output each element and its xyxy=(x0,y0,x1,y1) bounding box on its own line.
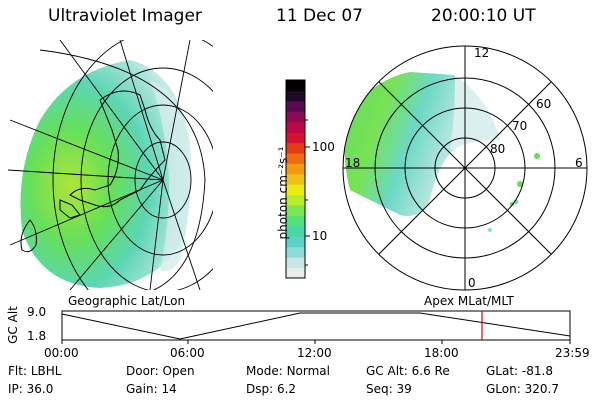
geo-plot-label: Geographic Lat/Lon xyxy=(68,294,186,308)
colorbar-band xyxy=(286,215,305,227)
altitude-xtick-0: 00:00 xyxy=(44,346,79,360)
colorbar-band xyxy=(286,121,305,133)
mlt-label-0: 0 xyxy=(468,276,476,290)
colorbar-band xyxy=(286,100,305,112)
info-seq: Seq: 39 xyxy=(366,382,412,396)
mlt-label-6: 6 xyxy=(575,156,583,170)
info-door: Door: Open xyxy=(126,364,195,378)
altitude-ytick-1: 1.8 xyxy=(27,329,47,343)
colorbar-band xyxy=(286,257,305,269)
mlat-label-60: 60 xyxy=(536,97,552,111)
time-label: 20:00:10 UT xyxy=(431,6,536,26)
colorbar-band xyxy=(286,236,305,248)
colorbar-band xyxy=(286,90,305,102)
colorbar-band xyxy=(286,132,305,144)
colorbar-band xyxy=(286,225,305,237)
instrument-title: Ultraviolet Imager xyxy=(48,6,202,26)
colorbar xyxy=(286,80,305,279)
colorbar-band xyxy=(286,142,305,154)
altitude-ylabel: GC Alt xyxy=(5,306,20,344)
colorbar-band xyxy=(286,152,305,164)
info-dsp: Dsp: 6.2 xyxy=(246,382,297,396)
mlat-label-70: 70 xyxy=(512,119,528,133)
altitude-xtick-18: 18:00 xyxy=(424,346,459,360)
mlt-label-12: 12 xyxy=(474,46,490,60)
colorbar-tick-10: 10 xyxy=(312,229,328,243)
altitude-curve xyxy=(61,312,571,340)
geographic-image xyxy=(8,40,213,290)
altitude-xtick-end: 23:59 xyxy=(555,346,590,360)
colorbar-band xyxy=(286,205,305,216)
info-flt: Flt: LBHL xyxy=(8,364,62,378)
mlat-label-80: 80 xyxy=(490,142,506,156)
mlt-label-18: 18 xyxy=(345,156,361,170)
altitude-plot-frame xyxy=(61,310,571,341)
polar-plot-label: Apex MLat/MLT xyxy=(424,294,514,308)
colorbar-band xyxy=(286,111,305,123)
colorbar-band xyxy=(286,173,305,185)
info-ip: IP: 36.0 xyxy=(8,382,54,396)
colorbar-band xyxy=(286,80,305,91)
altitude-xtick-6: 06:00 xyxy=(170,346,205,360)
altitude-ytick-9: 9.0 xyxy=(27,305,47,319)
info-gain: Gain: 14 xyxy=(126,382,177,396)
info-mode: Mode: Normal xyxy=(246,364,330,378)
colorbar-tick-100: 100 xyxy=(312,140,335,154)
info-glon: GLon: 320.7 xyxy=(486,382,559,396)
altitude-xtick-12: 12:00 xyxy=(297,346,332,360)
colorbar-band xyxy=(286,246,305,258)
colorbar-band xyxy=(286,184,305,196)
colorbar-band xyxy=(286,267,305,279)
colorbar-band xyxy=(286,194,305,206)
polar-grid xyxy=(342,45,588,291)
colorbar-band xyxy=(286,163,305,175)
info-glat: GLat: -81.8 xyxy=(486,364,553,378)
info-gc-alt: GC Alt: 6.6 Re xyxy=(366,364,450,378)
date-label: 11 Dec 07 xyxy=(276,6,363,26)
polar-image xyxy=(344,72,540,232)
colorbar-unit-label: photon cm⁻²s⁻¹ xyxy=(276,146,290,240)
